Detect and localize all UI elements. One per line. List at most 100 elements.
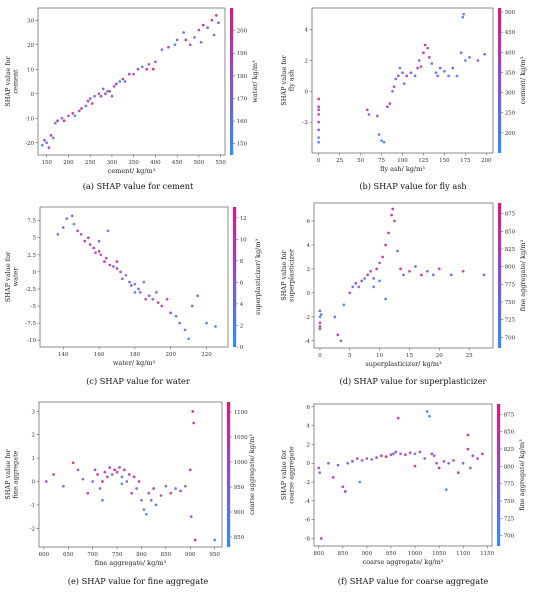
chart-3-point-14 [103, 260, 106, 263]
chart-5-point-22 [127, 473, 131, 476]
chart-1-cbar-tick-label-4: 190 [237, 51, 248, 57]
chart-4-cbar-tick-label-6: 850 [505, 229, 516, 235]
chart-3-ylabel-line-1: water [12, 267, 20, 287]
chart-2-ylabel-line-1: fly ash [288, 70, 296, 91]
chart-2-point-23 [405, 74, 409, 78]
chart-5-point-43 [192, 421, 196, 425]
chart-3-point-15 [104, 256, 108, 260]
chart-3-point-45 [97, 239, 101, 243]
chart-2-point-3 [317, 120, 321, 124]
chart-3-xtick-label-0: 140 [58, 352, 69, 358]
chart-1-point-37 [147, 63, 151, 66]
chart-1-ytick-label-1: -10 [25, 116, 34, 122]
chart-1-point-18 [91, 102, 94, 105]
chart-2: 0 25 50 75 100 125 150 175 200 -2 0 2 4 fly ash/ kg/m… [280, 7, 527, 191]
chart-5-ylabel: SHAP value forfine aggregate [4, 448, 20, 499]
chart-4-point-3 [318, 327, 322, 331]
chart-2-point-19 [396, 74, 400, 78]
chart-2-point-13 [382, 140, 386, 144]
chart-5-ytick-label-5: 3 [32, 409, 36, 415]
chart-3-xtick-label-2: 180 [130, 352, 141, 358]
chart-5-point-9 [96, 473, 99, 476]
chart-3-point-25 [137, 287, 140, 291]
chart-6-point-17 [384, 455, 388, 459]
chart-5-point-29 [145, 512, 148, 516]
chart-6-point-21 [396, 416, 400, 420]
chart-4-cbar-tick-label-0: 700 [505, 335, 516, 341]
chart-3-point-29 [147, 294, 151, 298]
chart-4-point-18 [372, 277, 376, 280]
chart-2-point-12 [380, 139, 383, 143]
chart-2-point-10 [376, 114, 379, 118]
chart-2-point-33 [430, 62, 434, 65]
chart-3-xtick-label-1: 160 [94, 352, 105, 358]
chart-3-caption: (c) SHAP value for water [86, 376, 190, 386]
chart-2-ytick-label-1: 0 [305, 89, 309, 95]
chart-2-point-30 [423, 43, 427, 47]
chart-6-point-9 [351, 460, 354, 463]
chart-1-point-41 [167, 45, 170, 49]
chart-3-ytick-label-0: -10 [27, 338, 36, 344]
chart-1-point-31 [123, 80, 127, 83]
chart-3-point-11 [94, 251, 97, 255]
chart-2-cbar-tick-label-1: 250 [505, 111, 516, 117]
chart-3-ytick-label-5: 2.5 [27, 253, 36, 259]
chart-1-point-53 [214, 13, 218, 17]
chart-1-point-22 [101, 87, 105, 91]
chart-4-point-13 [357, 285, 361, 289]
chart-6-point-24 [408, 451, 412, 455]
chart-6-xtick-label-2: 900 [362, 551, 373, 557]
chart-1-cbar-label: water/ kg/m³ [251, 60, 259, 103]
chart-6-point-12 [360, 459, 364, 462]
chart-2-point-37 [451, 66, 455, 70]
chart-3-point-6 [79, 232, 83, 236]
chart-1-ylabel: SHAP value forcement [4, 55, 20, 106]
chart-1-point-43 [175, 38, 179, 42]
chart-3-point-32 [156, 301, 160, 304]
chart-6-xlabel: coarse aggregate/ kg/m³ [363, 558, 444, 566]
chart-6-point-30 [430, 452, 434, 456]
chart-5-point-32 [152, 487, 156, 490]
chart-2-point-5 [317, 136, 321, 139]
chart-6-xtick-label-0: 800 [314, 551, 325, 557]
chart-6-colorbar [497, 404, 501, 546]
chart-2-cbar-tick-label-3: 350 [505, 70, 516, 76]
chart-5-point-45 [213, 538, 217, 542]
chart-4-point-1 [318, 315, 322, 319]
chart-5-point-33 [154, 503, 158, 507]
chart-2-point-46 [438, 66, 442, 70]
chart-4-caption: (d) SHAP value for superplasticizer [340, 376, 487, 386]
chart-2-point-25 [413, 74, 417, 78]
chart-4-point-26 [393, 219, 396, 223]
chart-2-point-7 [317, 108, 321, 112]
chart-5-point-28 [142, 508, 146, 511]
chart-3-point-17 [112, 265, 115, 268]
chart-1-xtick-label-2: 250 [85, 160, 96, 166]
chart-3-point-21 [124, 273, 128, 277]
chart-1-point-38 [151, 67, 155, 71]
chart-1-cbar-tick-label-0: 150 [237, 142, 248, 148]
chart-5-point-12 [103, 470, 107, 474]
chart-1-point-39 [154, 60, 157, 64]
chart-5-point-0 [44, 480, 48, 483]
chart-2-point-11 [377, 133, 381, 136]
chart-4-ytick-label-0: -4 [305, 339, 311, 345]
chart-4-xtick-label-1: 5 [348, 353, 352, 359]
chart-2-point-0 [317, 97, 321, 101]
chart-6-cbar-label: fine aggregate/ kg/m³ [518, 439, 526, 511]
chart-6-point-46 [466, 447, 470, 451]
chart-4-ytick-label-5: 6 [307, 219, 311, 225]
chart-6-point-40 [469, 466, 472, 470]
chart-2-cbar-tick-label-4: 400 [505, 50, 516, 56]
chart-4-point-36 [449, 273, 453, 277]
chart-5-xtick-label-5: 850 [161, 552, 172, 558]
chart-6-point-41 [471, 454, 475, 458]
chart-5-cbar-tick-label-4: 1050 [234, 435, 248, 441]
chart-5-xtick-label-1: 650 [63, 552, 74, 558]
chart-5-xtick-label-4: 800 [136, 552, 147, 558]
chart-2-point-14 [386, 105, 389, 109]
chart-5-point-13 [105, 475, 109, 479]
chart-3-point-20 [121, 277, 124, 281]
chart-5-point-11 [101, 480, 104, 483]
chart-4-point-35 [437, 267, 441, 271]
